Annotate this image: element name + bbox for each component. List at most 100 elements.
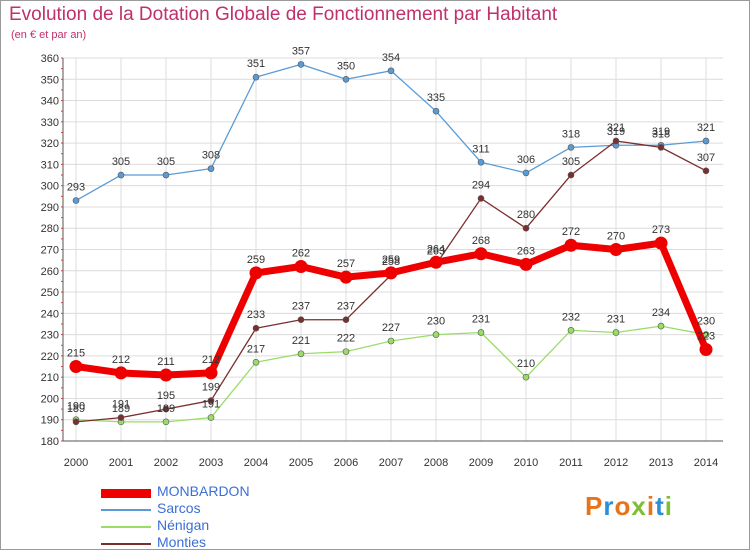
data-point [567, 171, 575, 179]
data-label: 211 [157, 356, 175, 368]
data-point [207, 397, 215, 404]
x-tick-label: 2008 [424, 457, 448, 469]
logo-letter: i [646, 491, 656, 521]
x-tick-label: 2013 [649, 457, 673, 469]
data-label: 335 [427, 92, 445, 104]
data-point [519, 257, 533, 271]
data-point [342, 75, 350, 83]
data-label: 319 [607, 126, 625, 138]
data-point [207, 414, 215, 421]
data-label: 230 [697, 316, 715, 328]
data-label: 350 [337, 60, 355, 72]
data-label: 231 [607, 313, 625, 325]
data-label: 212 [202, 354, 220, 366]
legend-swatch [101, 509, 151, 511]
data-label: 306 [517, 154, 535, 166]
y-tick-label: 240 [41, 308, 59, 320]
data-point [162, 418, 170, 426]
data-label: 354 [382, 52, 400, 64]
x-tick-label: 2006 [334, 457, 358, 469]
x-tick-label: 2007 [379, 457, 403, 469]
legend-swatch [101, 488, 151, 498]
data-label: 321 [697, 122, 715, 134]
data-point [162, 171, 170, 179]
data-point [564, 238, 578, 252]
data-point [114, 366, 128, 380]
y-tick-label: 220 [41, 351, 59, 363]
y-tick-label: 340 [41, 96, 59, 108]
data-label: 237 [292, 301, 310, 313]
data-label: 311 [472, 143, 490, 155]
data-label: 318 [652, 128, 670, 140]
data-point [384, 266, 398, 280]
data-label: 293 [67, 182, 85, 194]
data-point [522, 169, 530, 177]
y-tick-label: 350 [41, 74, 59, 86]
x-tick-label: 2012 [604, 457, 628, 469]
data-label: 262 [292, 248, 310, 260]
data-label: 259 [247, 254, 265, 266]
proxiti-logo: Proxiti [585, 491, 673, 522]
data-label: 189 [157, 403, 175, 415]
data-point [252, 324, 260, 332]
logo-letter: P [585, 491, 604, 521]
y-tick-label: 190 [41, 415, 59, 427]
data-label: 189 [112, 403, 130, 415]
data-label: 215 [67, 348, 85, 360]
data-label: 321 [607, 122, 625, 134]
data-label: 294 [472, 179, 490, 191]
legend-swatch [101, 526, 151, 528]
data-point [522, 373, 530, 381]
legend-label: Nénigan [157, 517, 210, 533]
data-label: 217 [247, 343, 265, 355]
data-label: 237 [337, 301, 355, 313]
y-tick-label: 360 [41, 53, 59, 65]
data-label: 230 [427, 316, 445, 328]
x-tick-label: 2010 [514, 457, 538, 469]
data-point [162, 405, 170, 413]
chart-title: Evolution de la Dotation Globale de Fonc… [9, 4, 558, 25]
x-tick-label: 2002 [154, 457, 178, 469]
y-tick-label: 210 [41, 372, 59, 384]
data-label: 212 [112, 354, 130, 366]
data-point [612, 329, 620, 336]
data-point [207, 165, 215, 172]
data-label: 307 [697, 152, 715, 164]
data-point [159, 368, 173, 382]
data-point [477, 195, 485, 202]
data-label: 272 [562, 226, 580, 238]
y-tick-label: 310 [41, 159, 59, 171]
data-point [339, 270, 353, 284]
x-tick-label: 2003 [199, 457, 223, 469]
x-tick-label: 2004 [244, 457, 268, 469]
y-tick-label: 290 [41, 202, 59, 214]
data-label: 191 [112, 399, 130, 411]
data-point [429, 255, 443, 269]
y-tick-label: 300 [41, 181, 59, 193]
data-label: 234 [652, 307, 670, 319]
data-label: 191 [202, 399, 220, 411]
data-point [117, 171, 125, 179]
data-point [117, 414, 125, 421]
data-label: 258 [382, 256, 400, 268]
data-label: 221 [292, 335, 310, 347]
data-point [204, 366, 218, 380]
data-point [252, 358, 260, 366]
y-tick-label: 200 [41, 393, 59, 405]
data-point [297, 350, 305, 358]
data-label: 222 [337, 333, 355, 345]
data-point [699, 343, 713, 357]
data-label: 263 [517, 245, 535, 257]
data-point [252, 73, 260, 81]
data-point [294, 260, 308, 274]
data-point [474, 247, 488, 261]
data-label: 231 [472, 313, 490, 325]
data-point [72, 418, 80, 426]
y-tick-label: 270 [41, 245, 59, 257]
data-point [249, 266, 263, 280]
data-point [387, 337, 395, 345]
data-point [702, 167, 710, 175]
data-point [567, 144, 575, 151]
data-label: 305 [562, 156, 580, 168]
